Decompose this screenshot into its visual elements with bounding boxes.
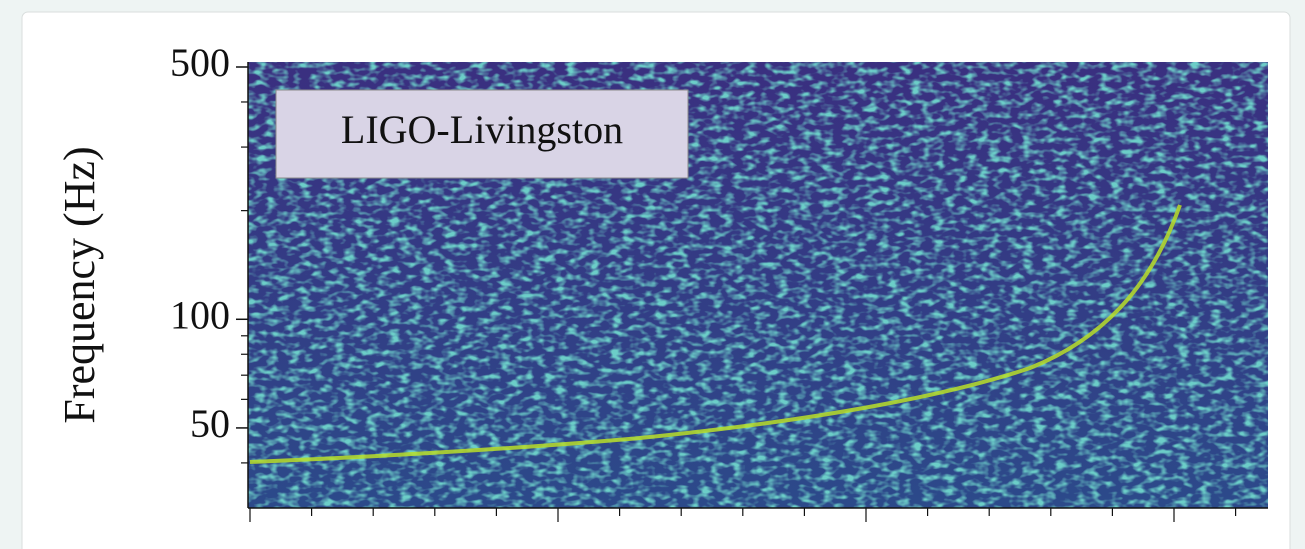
x-ticks xyxy=(249,508,1237,522)
y-tick-label: 50 xyxy=(190,401,230,446)
y-tick-label: 500 xyxy=(170,40,230,85)
annotation: LIGO-Livingston xyxy=(341,107,623,152)
spectrogram-image xyxy=(248,62,1268,508)
chirp-track xyxy=(249,204,1182,464)
y-axis-label: Frequency (Hz) xyxy=(55,146,104,423)
annotation-box xyxy=(275,89,689,179)
y-tick-label: 100 xyxy=(170,292,230,337)
